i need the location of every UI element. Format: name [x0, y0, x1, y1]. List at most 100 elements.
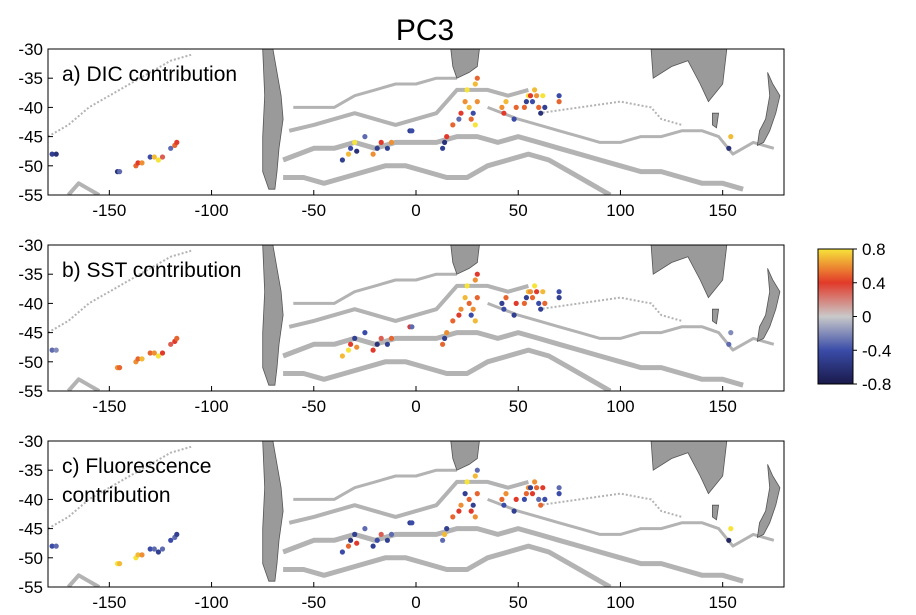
data-point: [728, 134, 734, 140]
data-point: [501, 306, 507, 312]
data-point: [474, 99, 480, 105]
data-point: [728, 330, 734, 336]
data-point: [538, 110, 544, 116]
data-point: [384, 341, 390, 347]
colorbar-tick-label: -0.8: [862, 375, 891, 394]
data-point: [53, 543, 59, 549]
float-track-path: [283, 543, 612, 587]
data-point: [151, 546, 157, 552]
data-point: [409, 520, 415, 526]
data-point: [556, 289, 562, 295]
data-point: [388, 139, 395, 145]
data-point: [345, 151, 352, 157]
map-content: [48, 245, 781, 391]
data-point: [444, 526, 450, 532]
x-tick-label: -150: [92, 201, 126, 220]
data-point: [511, 312, 517, 318]
data-point: [49, 347, 55, 353]
colorbar-tick-label: 0: [862, 308, 871, 327]
data-point: [511, 116, 517, 122]
data-point: [523, 491, 530, 497]
data-point: [388, 531, 395, 538]
data-point: [542, 104, 548, 110]
data-point: [442, 531, 448, 538]
data-point: [532, 87, 538, 93]
y-tick-label: -40: [18, 490, 43, 509]
data-point: [354, 344, 360, 350]
data-point: [462, 295, 468, 301]
africa-landmass: [450, 441, 480, 471]
data-point: [362, 330, 368, 336]
data-point: [49, 151, 55, 157]
data-point: [354, 148, 360, 154]
data-point: [374, 145, 380, 151]
data-point: [556, 485, 562, 491]
data-point: [135, 552, 141, 558]
data-point: [370, 151, 376, 157]
colorbar-tick-label: 0.4: [862, 274, 886, 293]
y-tick-label: -40: [18, 294, 43, 313]
data-point: [174, 531, 180, 538]
data-point: [529, 295, 536, 301]
data-point: [345, 347, 352, 353]
panel-3: -30 -35 -40 -45 -50 -55 -150 -100 -50 0 50 100 150 c)…: [18, 432, 785, 612]
data-point: [117, 365, 123, 371]
y-tick-label: -30: [18, 236, 43, 255]
data-point: [352, 531, 358, 538]
data-point: [374, 537, 380, 543]
data-point: [374, 341, 380, 347]
data-point: [511, 508, 517, 514]
data-point: [135, 356, 141, 362]
float-track-path: [282, 330, 744, 388]
data-point: [499, 104, 505, 110]
x-tick-label: 100: [606, 593, 634, 612]
data-point: [728, 526, 734, 532]
x-tick-label: -50: [301, 593, 326, 612]
data-point: [53, 151, 59, 157]
data-point: [378, 139, 384, 145]
x-tick-label: 0: [411, 201, 420, 220]
y-tick-label: -35: [18, 265, 43, 284]
colorbar-tick-label: 0.8: [862, 240, 886, 259]
data-point: [466, 104, 472, 110]
data-point: [174, 335, 180, 341]
float-track-path: [283, 151, 612, 195]
south-america-landmass: [262, 245, 284, 386]
new-zealand-landmass: [756, 72, 781, 147]
data-point: [556, 93, 562, 99]
x-tick-label: 0: [411, 593, 420, 612]
data-point: [444, 330, 450, 336]
y-tick-label: -55: [18, 186, 43, 205]
data-point: [542, 300, 548, 306]
float-track-path: [288, 87, 529, 133]
data-point: [440, 537, 446, 543]
data-point: [345, 543, 352, 549]
data-point: [384, 145, 390, 151]
x-tick-label: -100: [195, 397, 229, 416]
data-point: [370, 347, 376, 353]
panel-title: contribution: [62, 484, 171, 507]
data-point: [472, 81, 478, 87]
data-point: [540, 93, 546, 99]
data-point: [472, 473, 478, 479]
data-point: [456, 312, 462, 318]
data-point: [147, 154, 153, 160]
x-tick-label: -150: [92, 593, 126, 612]
data-point: [464, 87, 470, 93]
x-tick-label: 50: [509, 593, 528, 612]
data-point: [499, 496, 505, 502]
data-point: [556, 491, 562, 497]
data-point: [529, 99, 536, 105]
float-track-path: [282, 134, 744, 192]
data-point: [464, 283, 470, 289]
data-point: [726, 341, 732, 347]
data-point: [474, 295, 480, 301]
y-tick-label: -50: [18, 353, 43, 372]
y-tick-label: -40: [18, 98, 43, 117]
data-point: [499, 300, 505, 306]
data-point: [474, 467, 480, 473]
x-tick-label: 150: [708, 201, 736, 220]
data-point: [472, 318, 478, 324]
data-point: [339, 353, 345, 359]
data-point: [151, 154, 157, 160]
